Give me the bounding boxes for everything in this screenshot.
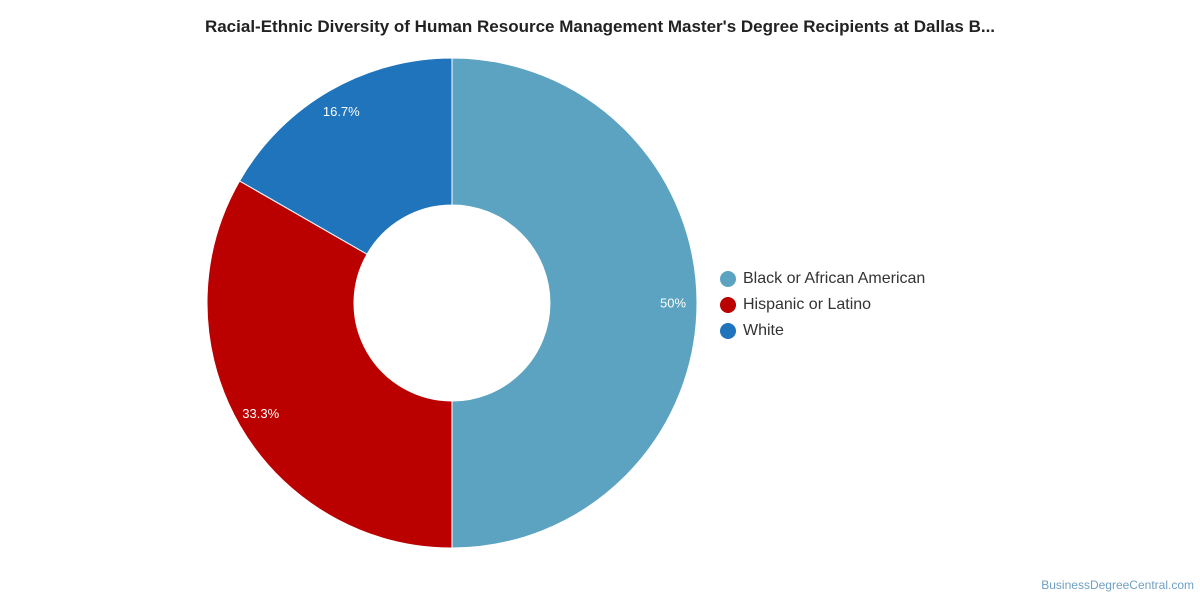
slice-label-white: 16.7% (323, 104, 360, 119)
legend-label-white: White (743, 322, 784, 339)
legend-label-black-or-african-american: Black or African American (743, 270, 926, 287)
donut-slice-black-or-african-american[interactable] (451, 57, 698, 549)
legend-label-hispanic-or-latino: Hispanic or Latino (743, 296, 872, 313)
legend-swatch-black-or-african-american (720, 271, 736, 287)
donut-slice-hispanic-or-latino[interactable] (206, 180, 453, 549)
legend-item-black-or-african-american[interactable]: Black or African American (720, 266, 925, 292)
legend-swatch-hispanic-or-latino (720, 297, 736, 313)
legend-item-white[interactable]: White (720, 318, 925, 344)
chart-title: Racial-Ethnic Diversity of Human Resourc… (204, 17, 996, 36)
legend-item-hispanic-or-latino[interactable]: Hispanic or Latino (720, 292, 925, 318)
legend-swatch-white (720, 323, 736, 339)
donut-slice-white[interactable] (238, 57, 453, 255)
credit-link[interactable]: BusinessDegreeCentral.com (1041, 578, 1194, 592)
slice-label-hispanic-or-latino: 33.3% (242, 406, 279, 421)
slice-label-black-or-african-american: 50% (660, 296, 686, 311)
legend: Black or African American Hispanic or La… (720, 266, 925, 344)
